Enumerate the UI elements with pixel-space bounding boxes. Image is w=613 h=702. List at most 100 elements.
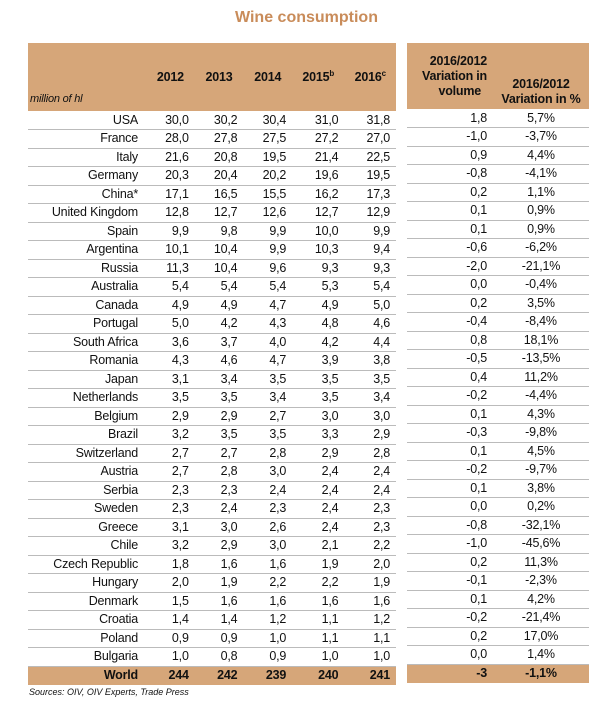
value-2012: 2,3: [146, 499, 195, 519]
variation-row: 0,1 0,9%: [407, 220, 589, 239]
variation-volume: -0,8: [407, 164, 493, 184]
unit-label: million of hl: [28, 43, 146, 111]
table-row: Italy 21,6 20,8 19,5 21,4 22,5: [28, 148, 396, 167]
value-2015: 3,5: [292, 370, 345, 389]
value-2016: 2,3: [344, 518, 396, 537]
value-2014: 4,7: [243, 351, 293, 371]
table-row: Greece 3,1 3,0 2,6 2,4 2,3: [28, 518, 396, 537]
variation-percent: 5,7%: [493, 109, 589, 128]
variation-volume: -0,3: [407, 423, 493, 443]
value-2015: 27,2: [292, 129, 345, 149]
value-2016: 1,0: [344, 647, 396, 667]
variation-row: 0,8 18,1%: [407, 331, 589, 350]
variation-row: 0,2 1,1%: [407, 183, 589, 202]
value-2013: 12,7: [194, 203, 244, 223]
variation-row: 0,9 4,4%: [407, 146, 589, 165]
variation-row: 0,2 11,3%: [407, 553, 589, 572]
variation-percent: 1,4%: [493, 645, 589, 665]
table-row: Czech Republic 1,8 1,6 1,6 1,9 2,0: [28, 555, 396, 574]
value-2015: 21,4: [292, 148, 345, 167]
value-2015: 2,1: [292, 536, 345, 556]
header-line: 2016/2012: [429, 53, 487, 68]
value-2012: 0,9: [146, 629, 195, 648]
variation-row: 0,1 0,9%: [407, 201, 589, 221]
variation-row: 0,1 4,2%: [407, 590, 589, 609]
value-2014: 1,0: [243, 629, 293, 648]
value-2014: 2,6: [243, 518, 293, 537]
value-2015: 16,2: [292, 185, 345, 204]
value-2014: 1,2: [243, 610, 293, 630]
value-2012: 3,1: [146, 518, 195, 537]
value-2013: 2,3: [194, 481, 244, 500]
variation-percent: -9,8%: [493, 423, 589, 443]
value-2013: 2,4: [194, 499, 244, 519]
value-2015: 1,6: [292, 592, 345, 611]
variation-volume: 0,1: [407, 590, 493, 609]
value-2015: 4,2: [292, 333, 345, 352]
value-2015: 4,9: [292, 296, 345, 315]
value-2014: 1,6: [243, 555, 293, 574]
country-name: China*: [28, 185, 146, 204]
year-footnote-mark: b: [329, 68, 335, 78]
value-2014: 2,3: [243, 499, 293, 519]
world-row: World 244 242 239 240 241: [28, 666, 396, 685]
value-2014: 4,3: [243, 314, 293, 334]
variation-percent: -9,7%: [493, 460, 589, 480]
variation-volume: -1,0: [407, 534, 493, 554]
variation-row: 0,2 3,5%: [407, 294, 589, 313]
variation-percent: -21,4%: [493, 608, 589, 628]
value-2016: 22,5: [344, 148, 396, 167]
value-2014: 3,4: [243, 388, 293, 408]
variation-percent: 4,5%: [493, 442, 589, 461]
variation-row: -0,8 -4,1%: [407, 164, 589, 184]
value-2013: 2,7: [194, 444, 244, 463]
value-2013: 3,0: [194, 518, 244, 537]
value-2015: 1,1: [292, 610, 345, 630]
value-2014: 3,0: [243, 536, 293, 556]
value-2013: 1,4: [194, 610, 244, 630]
country-name: Romania: [28, 351, 146, 371]
value-2015: 2,4: [292, 499, 345, 519]
year-label: 2016: [354, 69, 382, 84]
variation-volume: -0,5: [407, 349, 493, 369]
table-row: Australia 5,4 5,4 5,4 5,3 5,4: [28, 277, 396, 297]
variation-volume: 1,8: [407, 109, 493, 128]
value-2012: 3,2: [146, 425, 195, 445]
header-year-2016: 2016c: [344, 43, 396, 111]
value-2013: 0,9: [194, 629, 244, 648]
year-label: 2013: [205, 69, 233, 84]
value-2016: 2,9: [344, 425, 396, 445]
variation-volume: 0,0: [407, 645, 493, 665]
header-year-2012: 2012: [146, 43, 195, 111]
value-2016: 1,6: [344, 592, 396, 611]
value-2013: 16,5: [194, 185, 244, 204]
variation-percent: -0,4%: [493, 275, 589, 295]
value-2012: 4,3: [146, 351, 195, 371]
country-name: Japan: [28, 370, 146, 389]
value-2012: 2,9: [146, 407, 195, 426]
value-2016: 4,6: [344, 314, 396, 334]
value-2015: 2,4: [292, 518, 345, 537]
value-2016: 9,9: [344, 222, 396, 241]
variation-volume: -0,2: [407, 460, 493, 480]
country-name: Argentina: [28, 240, 146, 260]
value-2012: 11,3: [146, 259, 195, 278]
table-row: South Africa 3,6 3,7 4,0 4,2 4,4: [28, 333, 396, 352]
country-name: United Kingdom: [28, 203, 146, 223]
table-row: Canada 4,9 4,9 4,7 4,9 5,0: [28, 296, 396, 315]
variation-row: 0,1 4,5%: [407, 442, 589, 461]
variation-volume: 0,2: [407, 553, 493, 572]
variation-percent: 3,5%: [493, 294, 589, 313]
value-2012: 3,1: [146, 370, 195, 389]
value-2015: 240: [292, 666, 345, 685]
country-name: South Africa: [28, 333, 146, 352]
value-2015: 1,1: [292, 629, 345, 648]
value-2013: 20,4: [194, 166, 244, 186]
value-2014: 0,9: [243, 647, 293, 667]
value-2012: 3,6: [146, 333, 195, 352]
variation-volume: 0,0: [407, 497, 493, 517]
value-2016: 2,4: [344, 481, 396, 500]
value-2015: 12,7: [292, 203, 345, 223]
value-2013: 4,6: [194, 351, 244, 371]
variation-row: -0,6 -6,2%: [407, 238, 589, 258]
